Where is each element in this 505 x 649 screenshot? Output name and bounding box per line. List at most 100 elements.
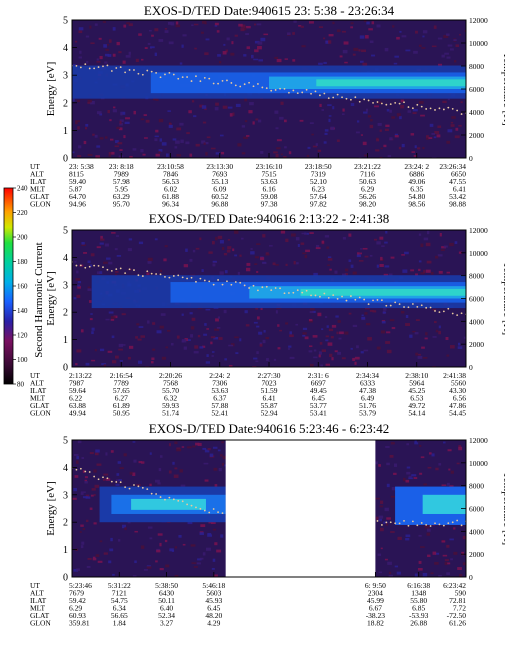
y-axis-label: Energy [eV]: [45, 271, 57, 325]
temperature-point: [323, 92, 326, 95]
heatmap-cell: [403, 477, 406, 482]
heatmap-cell: [422, 35, 425, 38]
heatmap-cell: [159, 455, 163, 458]
heatmap-cell: [449, 48, 454, 51]
temperature-point: [137, 274, 140, 277]
heatmap-cell: [160, 313, 166, 316]
heatmap-cell: [413, 477, 418, 479]
temperature-point: [212, 283, 215, 286]
heatmap-cell: [396, 571, 401, 575]
heatmap-cell: [94, 484, 100, 488]
orbit-row-label: ILAT: [30, 386, 47, 395]
heatmap-cell: [85, 519, 89, 523]
heatmap-cell: [213, 467, 218, 471]
heatmap-cell: [404, 251, 409, 255]
orbit-cell: 7679: [69, 589, 84, 598]
chart-panel-1: EXOS-D/TED Date:940615 23: 5:38 - 23:26:…: [30, 3, 505, 209]
heatmap-cell: [393, 62, 398, 65]
orbit-cell: 6.67: [369, 604, 382, 613]
temperature-point: [190, 504, 193, 507]
heatmap-cell: [104, 53, 109, 57]
temperature-point: [217, 279, 219, 281]
heatmap-cell: [238, 23, 243, 27]
heatmap-cell: [85, 496, 91, 499]
temperature-point: [252, 85, 255, 88]
heatmap-cell: [152, 322, 156, 325]
heatmap-cell: [450, 121, 454, 124]
heatmap-cell: [142, 153, 146, 156]
heatmap-cell: [438, 330, 442, 335]
heatmap-cell: [384, 265, 390, 268]
heatmap-cell: [115, 479, 120, 482]
y2-tick-label: 8000: [469, 62, 484, 71]
temperature-point: [141, 73, 144, 76]
heatmap-cell: [107, 54, 112, 57]
heatmap-cell: [275, 310, 278, 314]
colorbar-ramp: [3, 187, 14, 385]
temperature-point: [389, 304, 392, 307]
heatmap-cell: [430, 572, 434, 575]
heatmap-cell: [434, 131, 440, 135]
heatmap-cell: [82, 527, 86, 531]
heatmap-cell: [193, 115, 197, 118]
heatmap-cell: [186, 132, 190, 135]
heatmap-cell: [454, 241, 458, 244]
heatmap-cell: [255, 118, 259, 121]
heatmap-cell: [124, 527, 127, 531]
heatmap-cell: [92, 558, 97, 561]
heatmap-cell: [418, 233, 422, 236]
heatmap-cell: [120, 111, 126, 115]
heatmap-cell: [406, 471, 411, 475]
heatmap-cell: [168, 123, 172, 126]
heatmap-cell: [350, 26, 354, 29]
orbit-cell: 1.84: [113, 619, 126, 628]
heatmap-cell: [123, 453, 127, 457]
heatmap-cell: [274, 56, 279, 59]
heatmap-cell: [96, 61, 101, 63]
orbit-cell: 23: 5:38: [69, 162, 94, 171]
heatmap-cell: [107, 110, 110, 114]
heatmap-cell: [243, 54, 247, 57]
heatmap-cell: [354, 356, 360, 360]
heatmap-cell: [154, 238, 158, 241]
colorbar: 80 100 120 140 160 180 200 220 240 Second Harmon…: [3, 185, 45, 389]
heatmap-cell: [448, 468, 451, 471]
heatmap-cell: [426, 528, 431, 532]
heatmap-cell: [112, 27, 116, 31]
heatmap-cell: [221, 441, 224, 444]
heatmap-cell: [208, 521, 214, 524]
temperature-point: [79, 66, 82, 69]
heatmap-cell: [449, 345, 455, 349]
heatmap-cell: [96, 145, 101, 148]
heatmap-cell: [411, 474, 417, 477]
heatmap-cell: [239, 254, 242, 257]
temperature-point: [451, 107, 454, 110]
heatmap-cell: [104, 243, 109, 247]
orbit-cell: 53.63: [211, 386, 228, 395]
heatmap-cell: [73, 454, 79, 456]
temperature-point: [411, 303, 414, 305]
heatmap-cell: [185, 248, 188, 252]
heatmap-cell: [280, 153, 283, 156]
heatmap-cell: [200, 524, 206, 528]
heatmap-cell: [175, 140, 180, 144]
heatmap-cell: [199, 346, 204, 349]
heatmap-cell: [397, 536, 402, 540]
heatmap-cell: [376, 264, 379, 268]
heatmap-cell: [332, 21, 335, 25]
heatmap-cell: [377, 101, 382, 104]
orbit-cell: 6.02: [164, 185, 177, 194]
heatmap-cell: [460, 101, 463, 104]
orbit-cell: 45.25: [408, 386, 425, 395]
heatmap-cell: [324, 235, 330, 238]
heatmap-cell: [226, 249, 231, 253]
temperature-point: [93, 67, 96, 70]
heatmap-cell: [86, 60, 89, 64]
heatmap-cell: [230, 343, 235, 347]
heatmap-cell: [181, 313, 184, 316]
heatmap-cell: [332, 106, 335, 110]
y2-tick-label: 6000: [469, 295, 484, 304]
heatmap-band: [316, 79, 466, 87]
orbit-cell: 95.70: [113, 200, 130, 209]
